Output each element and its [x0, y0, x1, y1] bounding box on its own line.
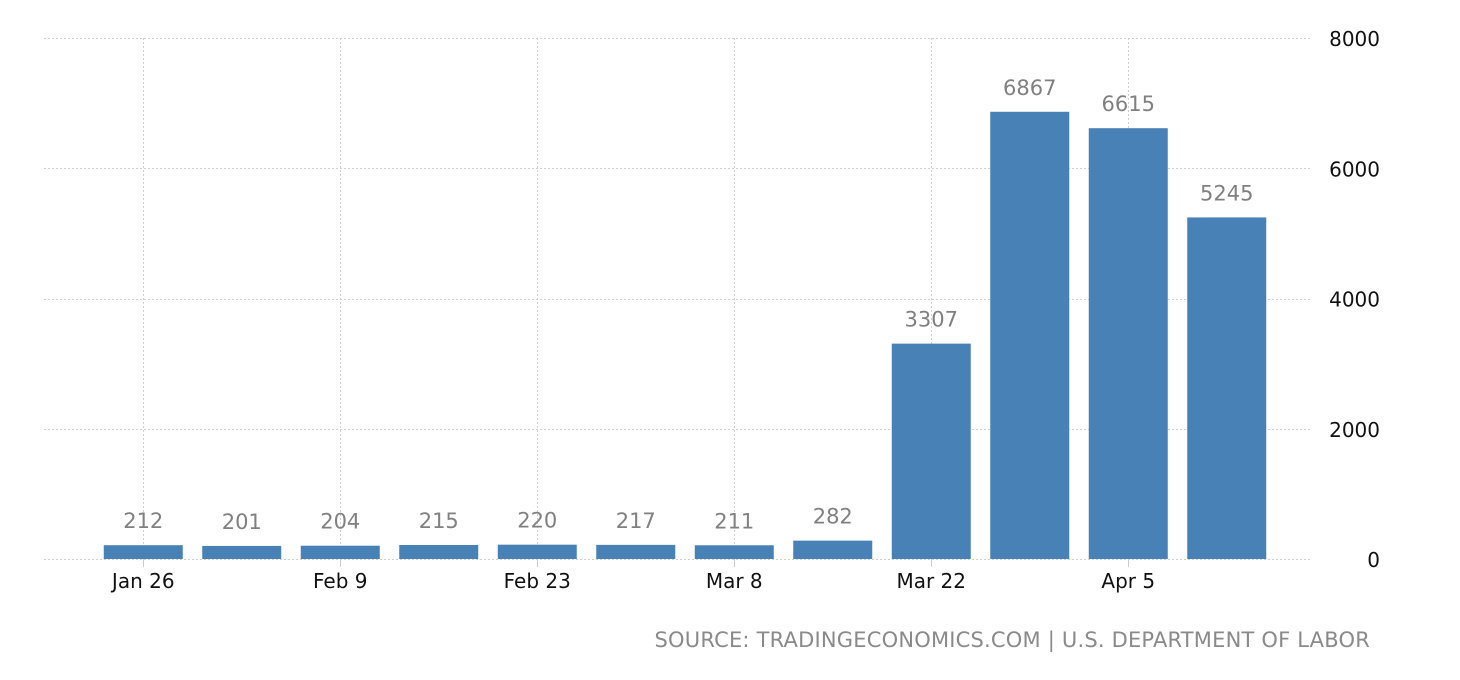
bar-value-label: 212 [123, 509, 163, 533]
bar-value-label: 6615 [1102, 92, 1155, 116]
y-tick-label: 8000 [1329, 27, 1380, 51]
bar-layer [103, 111, 1267, 560]
bar-value-label: 282 [813, 505, 853, 529]
bar-value-label: 220 [517, 509, 557, 533]
y-tick-label: 4000 [1329, 288, 1380, 312]
bar [497, 544, 577, 559]
y-tick-label: 0 [1367, 548, 1380, 572]
bar [990, 111, 1070, 560]
source-note: SOURCE: TRADINGECONOMICS.COM | U.S. DEPA… [654, 628, 1370, 652]
x-tick-label: Feb 9 [313, 569, 368, 593]
bar [891, 343, 971, 559]
y-axis: 0 2000 4000 6000 8000 [1329, 27, 1380, 572]
bar-value-label: 217 [616, 509, 656, 533]
x-axis: Jan 26 Feb 9 Feb 23 Mar 8 Mar 22 Apr 5 [110, 559, 1155, 593]
bar [596, 544, 676, 559]
bar [300, 545, 380, 559]
x-tick-label: Mar 22 [896, 569, 966, 593]
bar [103, 545, 183, 559]
bar-value-label: 6867 [1003, 76, 1056, 100]
bar [694, 545, 774, 559]
y-tick-label: 6000 [1329, 157, 1380, 181]
x-tick-label: Jan 26 [110, 569, 175, 593]
x-tick-label: Mar 8 [706, 569, 763, 593]
bar [399, 544, 479, 559]
bar-value-label: 204 [320, 510, 360, 534]
bar-value-label: 3307 [905, 308, 958, 332]
bar-value-label: 5245 [1200, 181, 1253, 205]
x-tick-label: Apr 5 [1101, 569, 1155, 593]
x-tick-label: Feb 23 [504, 569, 571, 593]
bar-value-label: 201 [222, 510, 262, 534]
bar [1187, 217, 1267, 559]
bar-value-label: 211 [714, 509, 754, 533]
bar [793, 540, 873, 559]
y-tick-label: 2000 [1329, 418, 1380, 442]
bar [1088, 128, 1168, 559]
grid-layer [44, 38, 1310, 560]
bar-label-layer: 212 201 204 215 220 217 211 282 3307 6867 6615 5245 [123, 76, 1253, 534]
bar-value-label: 215 [419, 509, 459, 533]
bar [202, 545, 282, 559]
